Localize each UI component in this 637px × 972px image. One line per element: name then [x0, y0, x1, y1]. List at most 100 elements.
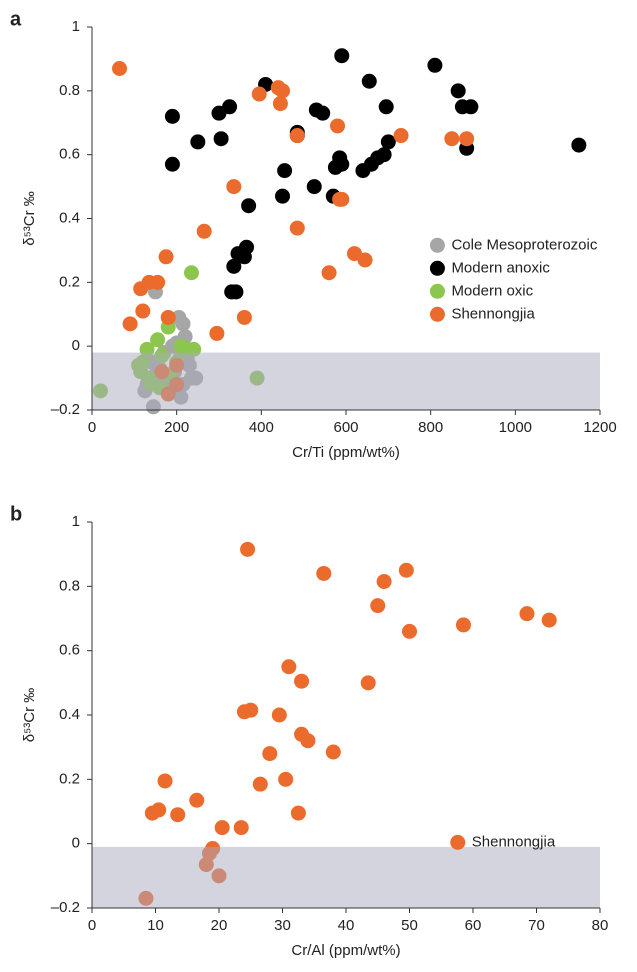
x-tick-label: 400: [249, 419, 274, 436]
panel: b–0.200.20.40.60.810 10 20 30 40 50 60 70 80Cr/A…: [10, 503, 608, 959]
scatter-point: [334, 48, 350, 64]
legend-marker: [429, 260, 445, 276]
scatter-point: [112, 60, 128, 76]
scatter-point: [393, 128, 409, 144]
scatter-point: [357, 252, 373, 268]
scatter-point: [294, 673, 310, 689]
scatter-point: [135, 303, 151, 319]
shaded-band: [92, 352, 600, 410]
scatter-point: [306, 179, 322, 195]
scatter-point: [455, 617, 471, 633]
y-tick-label: 0.8: [59, 577, 80, 594]
y-tick-label: 0.2: [59, 770, 80, 787]
scatter-point: [289, 220, 305, 236]
legend-marker: [429, 283, 445, 299]
scatter-point: [222, 99, 238, 115]
scatter-point: [376, 574, 392, 590]
legend-label: Cole Mesoproterozoic: [451, 236, 597, 253]
legend-label: Modern oxic: [451, 282, 533, 299]
scatter-point: [316, 565, 332, 581]
scatter-point: [427, 57, 443, 73]
scatter-point: [321, 265, 337, 281]
scatter-point: [196, 223, 212, 239]
scatter-point: [213, 131, 229, 147]
x-tick-label: 80: [592, 917, 609, 934]
y-tick-label: 0.2: [59, 273, 80, 290]
x-tick-label: 0: [88, 917, 96, 934]
legend-label: Shennongjia: [451, 305, 535, 322]
scatter-point: [164, 108, 180, 124]
scatter-point: [226, 258, 242, 274]
scatter-point: [571, 137, 587, 153]
x-tick-label: 800: [418, 419, 443, 436]
panel: a –0.2 0 0.2 0.4 0.6 0.8 1 0 200 400 600 800 1000 1200…: [10, 8, 617, 461]
scatter-point: [251, 86, 267, 102]
scatter-point: [325, 744, 341, 760]
scatter-point: [226, 179, 242, 195]
scatter-point: [463, 99, 479, 115]
scatter-point: [160, 309, 176, 325]
legend-marker: [450, 834, 466, 850]
y-tick-label: 1: [72, 18, 80, 35]
scatter-point: [450, 83, 466, 99]
scatter-point: [380, 134, 396, 150]
x-tick-label: 40: [338, 917, 355, 934]
scatter-point: [157, 773, 173, 789]
scatter-point: [158, 249, 174, 265]
x-tick-label: 50: [401, 917, 418, 934]
scatter-point: [361, 73, 377, 89]
scatter-point: [398, 562, 414, 578]
x-tick-label: 200: [164, 419, 189, 436]
scatter-point: [370, 598, 386, 614]
scatter-point: [459, 131, 475, 147]
panel-label: b: [10, 503, 22, 525]
scatter-point: [262, 746, 278, 762]
scatter-point: [289, 128, 305, 144]
scatter-point: [175, 316, 191, 332]
scatter-point: [183, 265, 199, 281]
scatter-point: [376, 147, 392, 163]
scatter-point: [519, 606, 535, 622]
scatter-point: [300, 733, 316, 749]
legend-marker: [429, 237, 445, 253]
scatter-point: [170, 807, 186, 823]
x-tick-label: 70: [528, 917, 545, 934]
scatter-point: [272, 96, 288, 112]
scatter-point: [233, 820, 249, 836]
scatter-point: [122, 316, 138, 332]
scatter-point: [277, 163, 293, 179]
y-tick-label: –0.2: [51, 401, 80, 418]
scatter-point: [189, 792, 205, 808]
legend-marker: [429, 306, 445, 322]
scatter-point: [240, 541, 256, 557]
x-tick-label: 30: [274, 917, 291, 934]
scatter-point: [275, 188, 290, 204]
panel-label: a: [10, 8, 22, 30]
scatter-point: [402, 623, 417, 639]
scatter-point: [378, 99, 394, 115]
y-tick-label: 0.6: [59, 146, 80, 163]
x-tick-label: 1000: [499, 419, 532, 436]
scatter-point: [239, 239, 255, 255]
y-tick-label: 0.6: [59, 642, 80, 659]
scatter-point: [541, 612, 557, 628]
scatter-point: [281, 659, 297, 675]
x-tick-label: 600: [333, 419, 358, 436]
y-tick-label: 0: [72, 835, 80, 852]
x-axis-title: Cr/Al (ppm/wt%): [291, 942, 400, 959]
scatter-point: [332, 191, 348, 207]
scatter-point: [190, 134, 206, 150]
scatter-point: [360, 675, 376, 691]
legend-label: Modern anoxic: [451, 259, 550, 276]
x-tick-label: 10: [147, 917, 164, 934]
y-tick-label: 1: [72, 513, 80, 530]
scatter-point: [209, 325, 225, 341]
scatter-point: [334, 156, 350, 172]
scatter-point: [150, 332, 166, 348]
x-tick-label: 0: [88, 419, 96, 436]
scatter-point: [278, 771, 294, 787]
scatter-point: [151, 802, 167, 818]
x-tick-label: 60: [465, 917, 482, 934]
scatter-point: [290, 805, 306, 821]
